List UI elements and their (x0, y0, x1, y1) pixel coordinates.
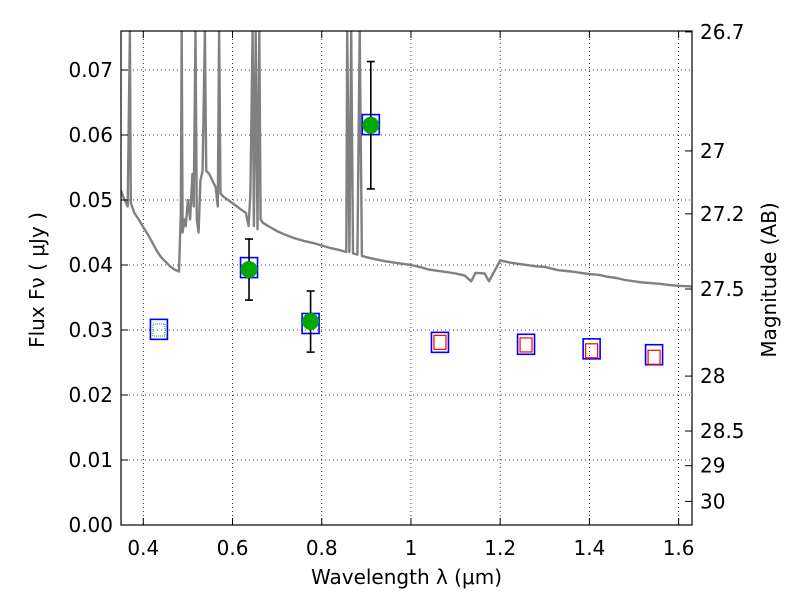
upper-limit-square (585, 343, 599, 359)
y-tick-label: 0.06 (68, 123, 113, 147)
upper-limit-square (519, 337, 533, 353)
magnitude-axis-label: Magnitude (AB) (757, 202, 781, 357)
observed-point (362, 116, 380, 134)
magnitude-tick-label: 29 (700, 454, 725, 478)
x-tick-label: 1.6 (663, 536, 695, 560)
observed-point (240, 261, 258, 279)
band-marker-square (152, 323, 166, 337)
x-tick-label: 0.4 (127, 536, 159, 560)
x-tick-label: 1 (405, 536, 418, 560)
upper-limit-square (647, 349, 661, 365)
magnitude-tick-label: 30 (700, 489, 725, 513)
magnitude-tick-label: 28.5 (700, 419, 745, 443)
magnitude-tick-label: 26.7 (700, 20, 745, 44)
x-axis-ticks: 0.4 0.6 0.8 1 1.2 1.4 1.6 (127, 31, 695, 560)
model-spectrum (121, 31, 692, 288)
magnitude-tick-label: 27.2 (700, 202, 745, 226)
y-tick-label: 0.01 (68, 448, 113, 472)
magnitude-tick-label: 28 (700, 364, 725, 388)
model-photometry-square (430, 331, 450, 354)
y-tick-label: 0.02 (68, 383, 113, 407)
y-tick-label: 0.04 (68, 253, 113, 277)
upper-limit-square (433, 334, 447, 350)
model-photometry-square (516, 333, 536, 356)
y-axis-label: Flux Fν ( μJy ) (25, 212, 49, 348)
magnitude-tick-label: 27 (700, 139, 725, 163)
y-tick-label: 0.00 (68, 513, 113, 537)
y-tick-label: 0.05 (68, 188, 113, 212)
x-tick-label: 0.6 (217, 536, 249, 560)
plot-frame (120, 30, 693, 526)
magnitude-axis-ticks: 26.7 27 27.2 27.5 28 28.5 29 30 (685, 20, 745, 513)
y-tick-label: 0.07 (68, 58, 113, 82)
x-tick-label: 1.4 (573, 536, 605, 560)
magnitude-tick-label: 27.5 (700, 277, 745, 301)
y-tick-label: 0.03 (68, 318, 113, 342)
x-tick-label: 0.8 (306, 536, 338, 560)
x-tick-label: 1.2 (484, 536, 516, 560)
y-axis-ticks: 0.00 0.01 0.02 0.03 0.04 0.05 0.06 0.07 (68, 58, 128, 537)
model-photometry-square (149, 318, 169, 341)
data-markers (149, 60, 664, 366)
observed-point (302, 313, 320, 331)
x-axis-label: Wavelength λ (μm) (311, 565, 502, 589)
model-photometry-square (582, 338, 601, 360)
spectrum-line (121, 31, 692, 288)
